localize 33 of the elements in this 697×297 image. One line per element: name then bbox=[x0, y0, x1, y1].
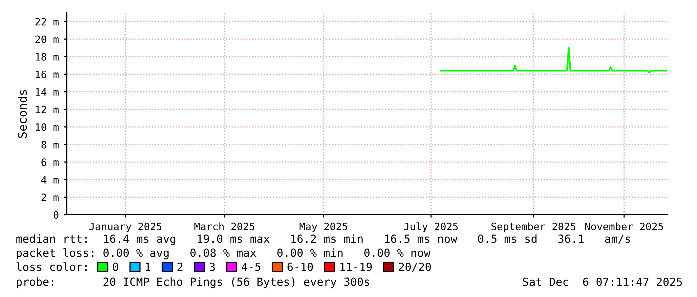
text: median rtt: 16.4 ms avg 19.0 ms max 16.2 ms min 16.5 ms now 0.5 ms sd 36.1 am/s bbox=[16, 234, 630, 246]
y-tick-label: 22 m bbox=[36, 18, 59, 26]
legend-label: 11-19 bbox=[340, 262, 372, 272]
x-tick-label: March 2025 bbox=[194, 222, 255, 231]
text: packet loss: 0.00 % avg 0.08 % max 0.00 % min 0.00 % now bbox=[17, 248, 431, 260]
x-tick-label: January 2025 bbox=[90, 222, 162, 233]
text: loss color: bbox=[16, 262, 87, 272]
x-tick-label: May 2025 bbox=[300, 222, 348, 233]
y-tick-label: 16 m bbox=[36, 70, 59, 78]
y-axis-title: Seconds bbox=[18, 90, 28, 138]
legend-label: 20/20 bbox=[399, 262, 432, 272]
y-tick-label: 8 m bbox=[42, 141, 59, 149]
legend-label: 2 bbox=[178, 262, 183, 272]
y-tick-label: 2 m bbox=[42, 194, 59, 202]
legend-label: 3 bbox=[210, 262, 216, 272]
legend-label: 1 bbox=[146, 262, 151, 272]
x-tick-label: November 2025 bbox=[585, 222, 664, 231]
y-tick-label: 0 bbox=[54, 211, 59, 220]
line-series bbox=[440, 47, 668, 74]
y-tick-label: 18 m bbox=[36, 53, 59, 61]
y-tick-label: 10 m bbox=[36, 124, 59, 132]
y-tick-label: 14 m bbox=[36, 88, 59, 96]
y-tick-label: 4 m bbox=[42, 176, 59, 184]
x-tick-label: July 2025 bbox=[404, 222, 458, 233]
legend-label: 0 bbox=[113, 262, 118, 272]
y-tick-label: 12 m bbox=[36, 106, 59, 114]
text: probe: 20 ICMP Echo Pings (56 Bytes) every 300s bbox=[17, 278, 370, 288]
text: Sat Dec 6 07:11:47 2025 bbox=[523, 278, 682, 286]
legend-label: 6-10 bbox=[288, 262, 314, 272]
x-tick-label: September 2025 bbox=[492, 222, 576, 233]
legend-label: 4-5 bbox=[242, 262, 261, 272]
y-tick-label: 20 m bbox=[36, 36, 59, 44]
y-tick-label: 6 m bbox=[42, 158, 59, 166]
